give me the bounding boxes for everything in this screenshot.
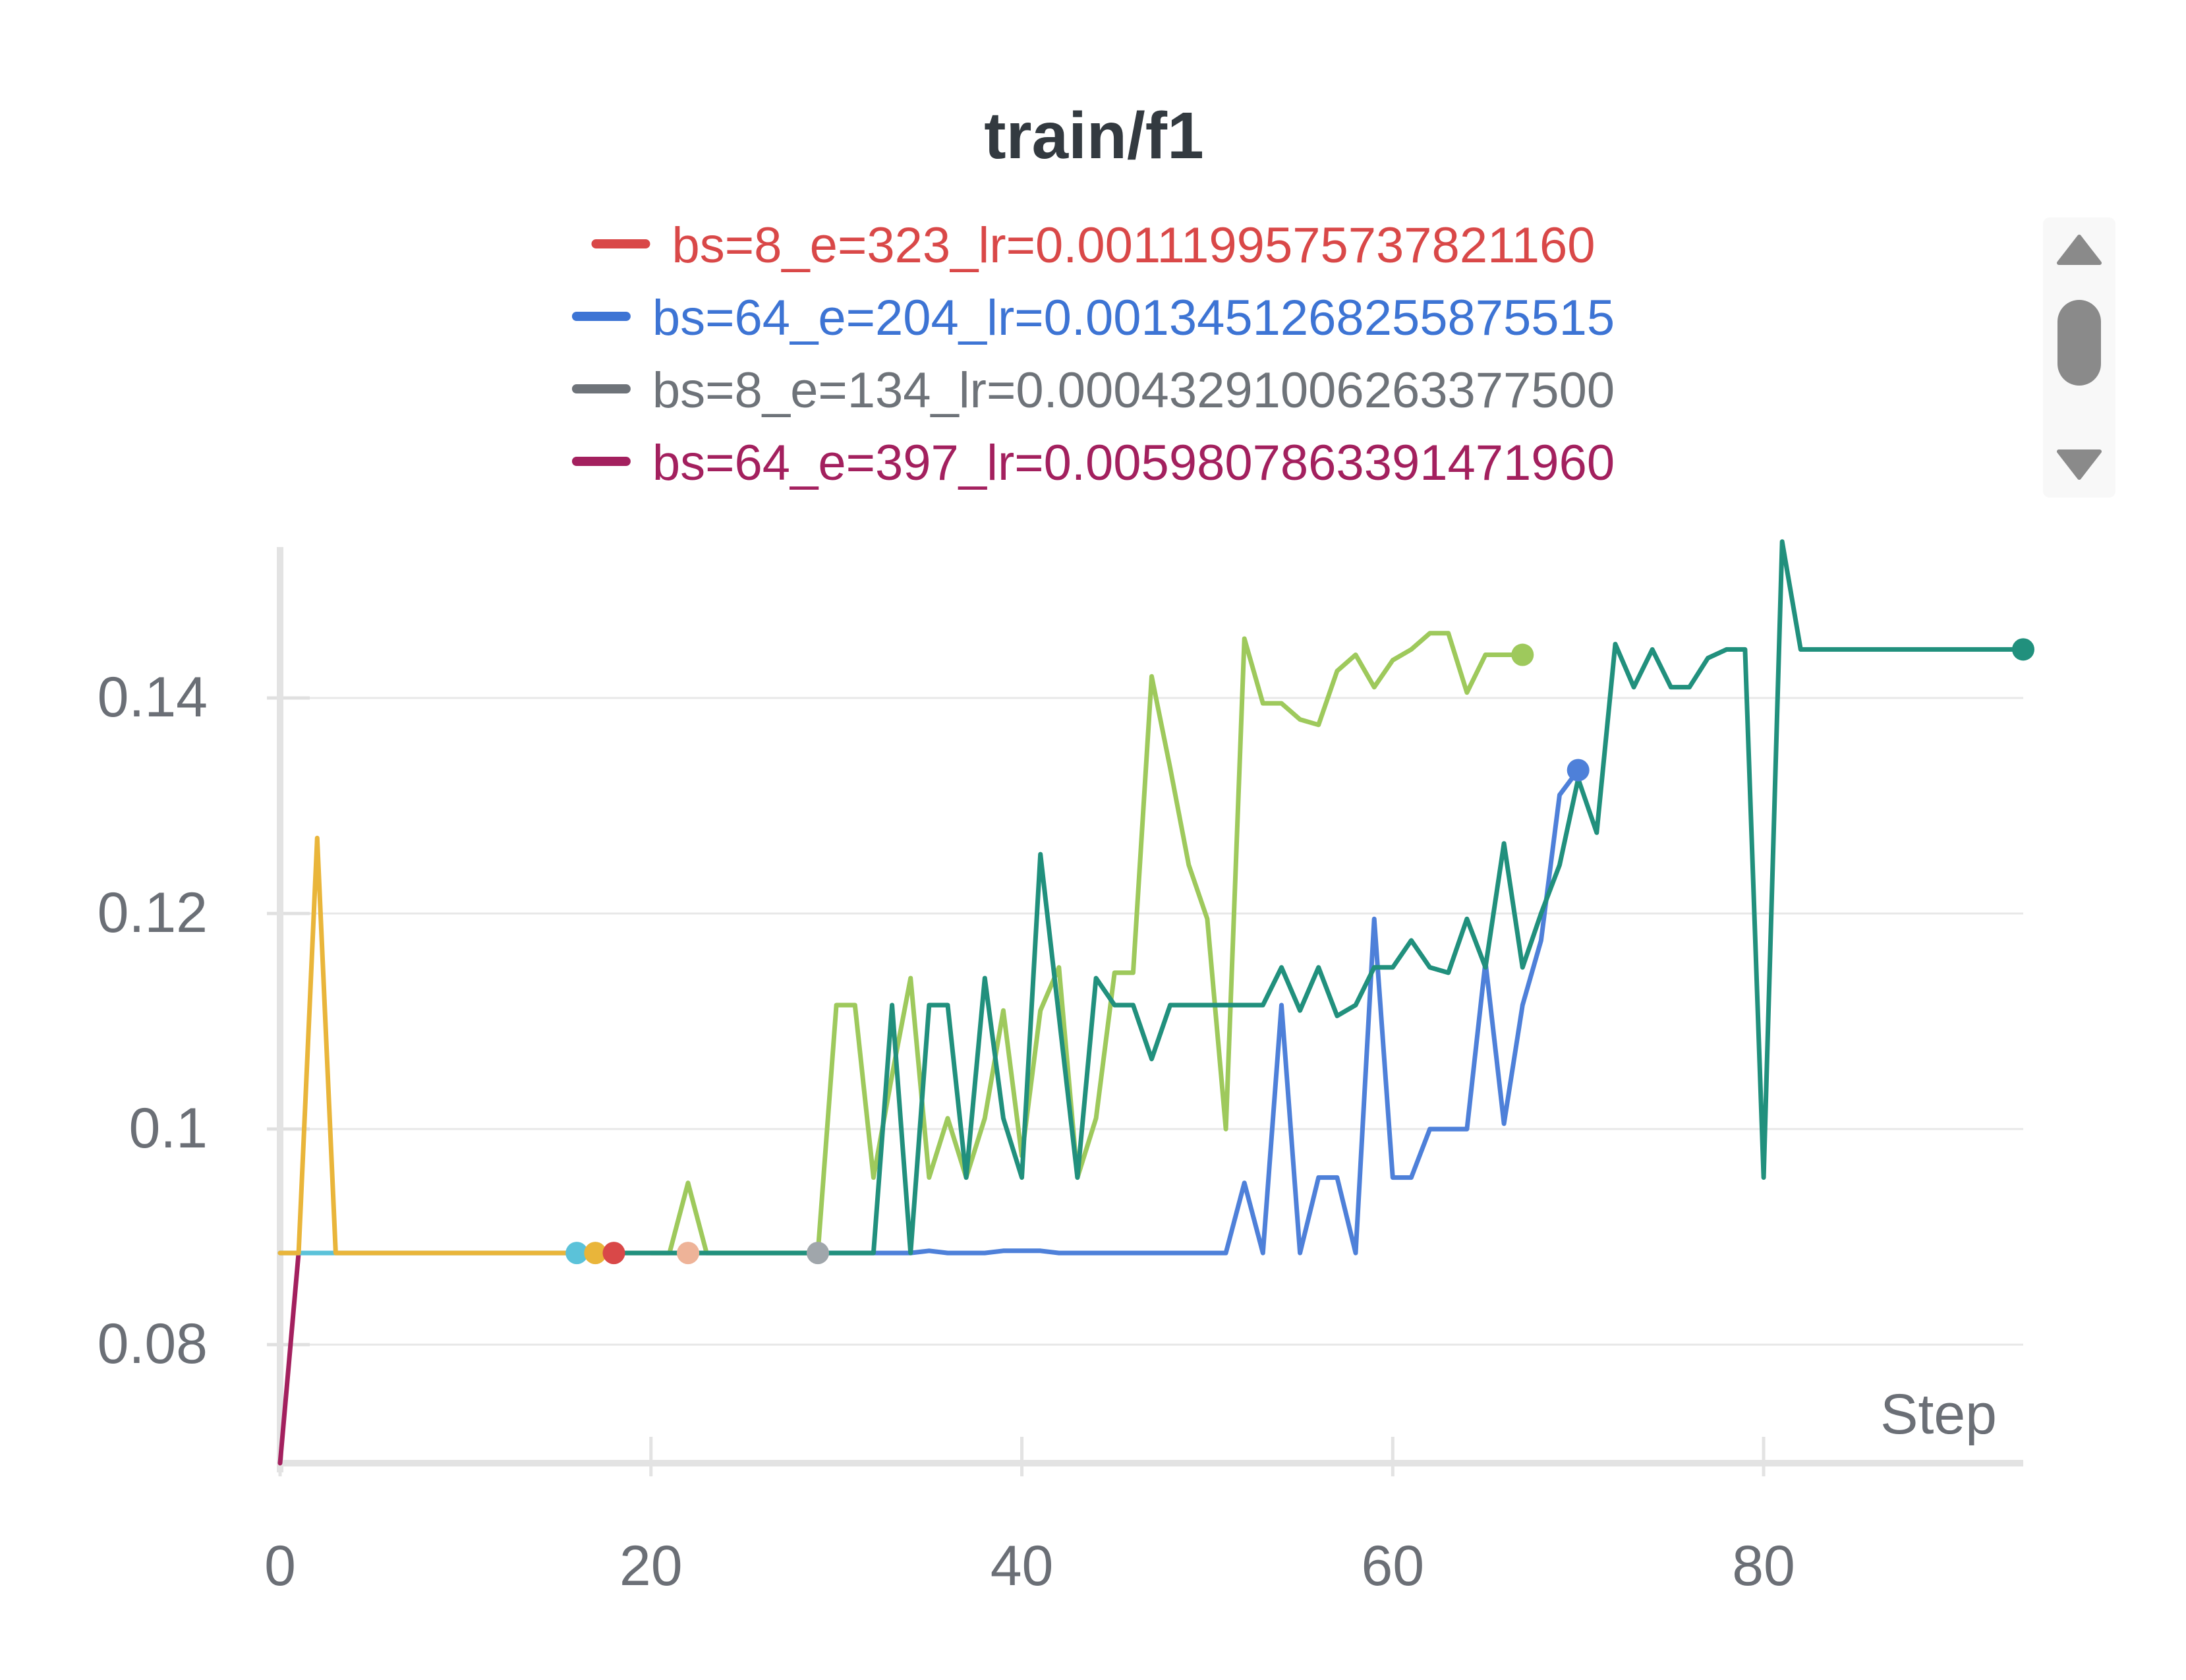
legend-scroll-down-button[interactable] <box>2056 442 2102 488</box>
x-tick-label: 60 <box>1361 1534 1424 1598</box>
series-line-2 <box>277 836 598 1256</box>
legend-scroll-up-button[interactable] <box>2056 227 2102 273</box>
legend-label: bs=8_e=323_lr=0.0011199575737821160 <box>672 217 1595 274</box>
series-line-0 <box>277 1250 301 1466</box>
legend-scroll-panel <box>2043 217 2115 498</box>
x-tick-label: 40 <box>991 1534 1054 1598</box>
legend-label: bs=64_e=397_lr=0.0059807863391471960 <box>652 435 1615 491</box>
series-end-marker <box>565 1242 589 1265</box>
series-end-marker <box>584 1242 607 1265</box>
series-end-marker <box>1567 759 1590 782</box>
series-line-7 <box>815 768 1581 1256</box>
axes: 0 20 40 60 80 <box>264 547 2023 1598</box>
y-tick-label: 0.1 <box>129 1097 208 1160</box>
series-group <box>277 539 2026 1466</box>
y-tick-label: 0.14 <box>98 666 208 729</box>
y-tick-label: 0.12 <box>98 881 208 944</box>
legend-scrollbar-thumb[interactable] <box>2057 300 2101 386</box>
series-end-marker <box>807 1242 830 1265</box>
series-end-marker <box>677 1242 700 1265</box>
triangle-up-icon <box>2057 235 2102 265</box>
x-tick-label: 20 <box>619 1534 683 1598</box>
triangle-down-icon <box>2057 449 2102 480</box>
legend-label: bs=64_e=204_lr=0.0013451268255875515 <box>652 290 1615 346</box>
series-end-marker <box>1511 643 1534 666</box>
x-tick-label: 80 <box>1732 1534 1795 1598</box>
end-markers <box>565 638 2034 1265</box>
grid: 0.08 0.1 0.12 0.14 <box>98 666 2023 1376</box>
series-end-marker <box>2012 638 2034 661</box>
y-tick-label: 0.08 <box>98 1312 208 1376</box>
x-axis-label: Step <box>1880 1383 1997 1446</box>
series-line-8 <box>592 539 2026 1256</box>
series-end-marker <box>602 1242 625 1265</box>
legend-label: bs=8_e=134_lr=0.00043291006263377500 <box>652 362 1615 419</box>
x-tick-label: 0 <box>264 1534 296 1598</box>
legend: bs=8_e=323_lr=0.0011199575737821160 bs=64… <box>571 217 1615 491</box>
chart-title: train/f1 <box>984 99 1203 173</box>
